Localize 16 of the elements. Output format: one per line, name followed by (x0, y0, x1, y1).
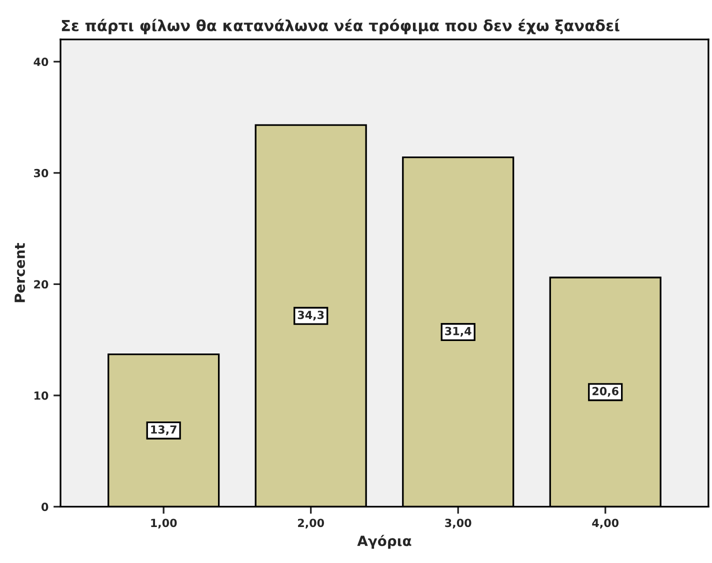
x-tick-label: 1,00 (151, 518, 177, 529)
y-tick-label: 20 (34, 280, 48, 289)
data-label: 31,4 (445, 326, 472, 337)
y-tick-label: 0 (42, 502, 48, 512)
data-label: 13,7 (151, 425, 176, 436)
data-label: 34,3 (298, 310, 324, 321)
x-tick-label: 4,00 (592, 518, 619, 529)
y-tick-label: 30 (34, 168, 48, 178)
y-axis-title: Percent (14, 243, 26, 302)
data-label: 20,6 (592, 386, 618, 397)
x-tick-label: 2,00 (298, 518, 324, 529)
x-tick-label: 3,00 (445, 518, 472, 529)
y-tick-label: 40 (34, 58, 48, 66)
x-axis-title: Αγόρια (357, 534, 412, 549)
y-tick-label: 10 (34, 391, 48, 400)
chart-title: Σε πάρτι φίλων θα κατανάλωνα νέα τρόφιμα που δεν έχω ξαναδεί (62, 18, 620, 34)
